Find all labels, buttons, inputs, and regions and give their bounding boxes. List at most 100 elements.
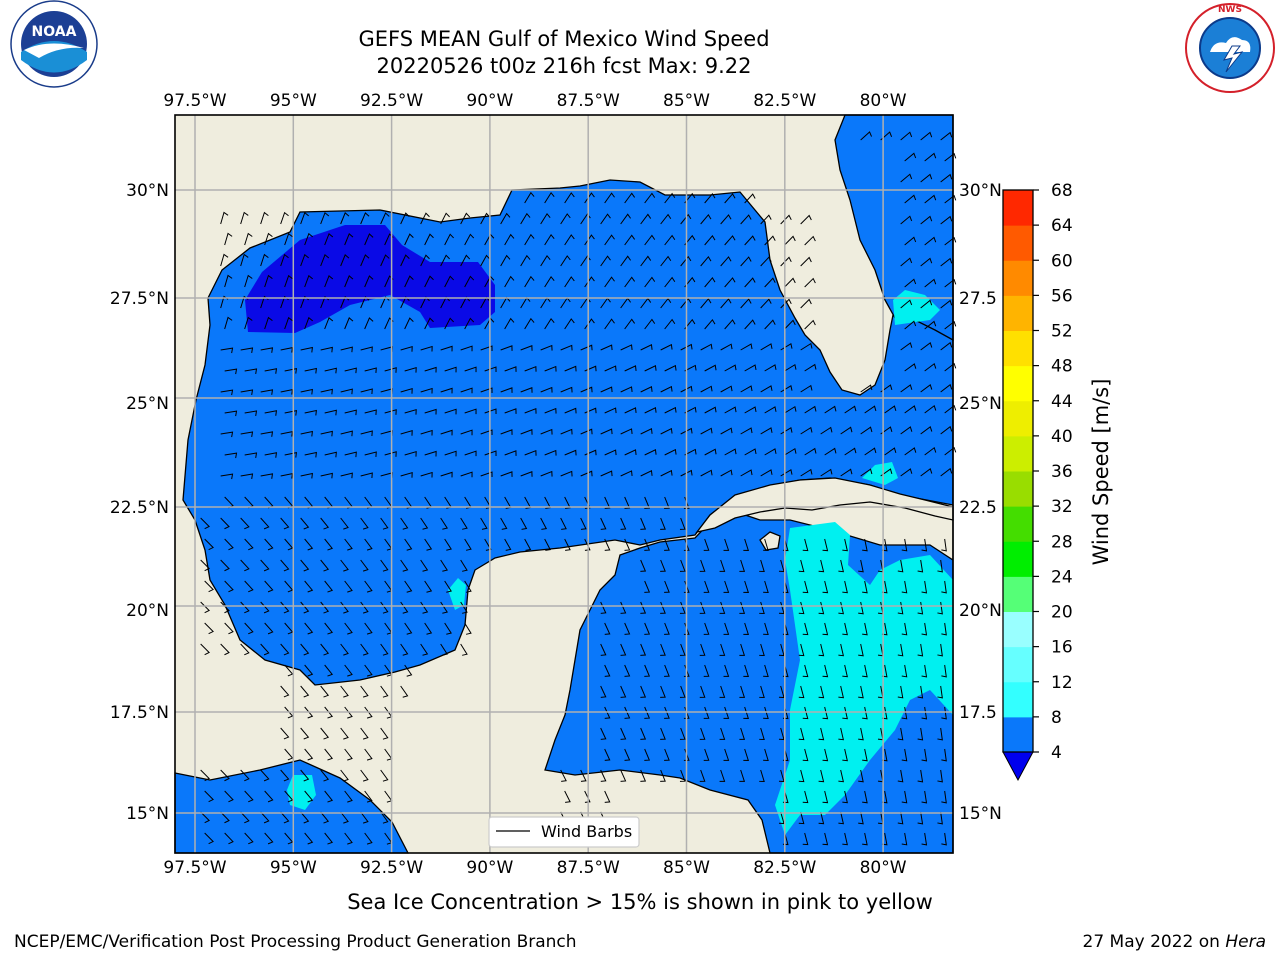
wind-barb <box>604 234 615 246</box>
wind-barb <box>240 811 250 824</box>
wind-barb <box>500 517 508 530</box>
wind-barb <box>340 254 350 267</box>
latitude-labels-left: 30°N 27.5°N 25°N 22.5°N 20°N 17.5°N 15°N <box>110 181 169 824</box>
wind-barb <box>320 346 333 353</box>
latitude-label: 25°N <box>126 394 169 414</box>
wind-barb <box>584 790 591 803</box>
wind-barb <box>200 559 210 572</box>
wind-barb <box>444 366 457 373</box>
wind-barb <box>284 316 293 330</box>
wind-barb <box>862 790 868 804</box>
wind-barb <box>604 496 611 509</box>
wind-barb <box>460 643 468 656</box>
longitude-label: 82.5°W <box>753 91 816 111</box>
wind-barb <box>604 407 617 414</box>
wind-barb <box>544 191 555 204</box>
wind-barb <box>620 470 633 477</box>
wind-barb <box>240 601 250 614</box>
wind-barb <box>679 727 686 740</box>
wind-barb <box>720 343 733 351</box>
wind-barb <box>763 664 769 678</box>
wind-barb <box>700 213 712 225</box>
wind-barb <box>520 254 531 267</box>
wind-barb <box>640 213 652 225</box>
wind-barb <box>620 769 627 782</box>
wind-barb <box>420 345 433 352</box>
title-line-2: 20220526 t00z 216h fcst Max: 9.22 <box>376 54 752 78</box>
wind-barb <box>920 131 933 141</box>
wind-barb <box>704 276 716 288</box>
wind-barb <box>924 404 937 414</box>
wind-barb <box>520 429 533 435</box>
wind-barb <box>344 664 353 677</box>
wind-barb <box>780 298 792 309</box>
wind-barb <box>300 211 309 225</box>
wind-barb <box>904 152 917 162</box>
longitude-label: 80°W <box>860 858 907 878</box>
wind-barb <box>364 832 373 845</box>
longitude-label: 80°W <box>860 91 907 111</box>
wind-barb <box>344 832 353 845</box>
wind-barb <box>763 622 769 636</box>
wind-barb <box>660 769 666 782</box>
longitude-label: 85°W <box>663 91 710 111</box>
colorbar-tick-label: 16 <box>1051 638 1073 658</box>
wind-barb <box>739 643 746 656</box>
wind-barb <box>524 538 532 551</box>
wind-barb <box>220 559 230 572</box>
wind-barb <box>917 727 924 741</box>
wind-barb <box>699 769 706 782</box>
wind-barb <box>740 298 752 309</box>
wind-barb <box>360 430 373 437</box>
wind-barb <box>640 769 647 782</box>
wind-barb <box>764 406 777 414</box>
wind-barb <box>644 706 651 719</box>
wind-barb <box>444 622 452 635</box>
wind-barb <box>940 131 953 141</box>
wind-barb <box>340 472 353 479</box>
wind-barb <box>904 236 917 246</box>
wind-barb <box>460 471 473 478</box>
wind-barb <box>784 235 796 246</box>
wind-barb <box>524 317 535 330</box>
wind-barb <box>460 254 471 267</box>
wind-barb <box>584 318 595 330</box>
wind-barb <box>400 472 413 478</box>
wind-barb <box>624 407 637 414</box>
wind-barb <box>858 769 864 783</box>
wind-barb <box>679 559 686 572</box>
wind-barb <box>540 470 553 477</box>
nws-logo: NWS <box>1185 3 1275 93</box>
wind-barb <box>280 559 290 572</box>
wind-barb <box>600 727 607 740</box>
wind-barb <box>600 643 607 656</box>
wind-barb <box>679 643 686 656</box>
wind-barb <box>360 601 369 614</box>
wind-barb <box>624 234 636 246</box>
wind-barb <box>624 365 637 372</box>
wind-barb <box>944 320 957 330</box>
wind-barb <box>380 601 389 614</box>
wind-barb <box>444 317 454 330</box>
wind-barb <box>520 345 533 351</box>
wind-barb <box>280 389 294 395</box>
wind-barb <box>280 685 290 698</box>
wind-barb <box>924 320 937 330</box>
wind-barb <box>604 365 617 372</box>
wind-barb <box>220 643 230 656</box>
wind-barb <box>464 275 475 288</box>
wind-barb <box>320 430 333 437</box>
wind-barb <box>897 643 904 657</box>
latitude-labels-right: 30°N 27.5 25°N 22.5 20°N 17.5 15°N <box>959 181 1002 824</box>
wind-barb <box>300 643 310 656</box>
wind-barb <box>940 467 953 477</box>
wind-barb <box>340 517 349 530</box>
wind-barb <box>640 344 653 351</box>
wind-barb <box>304 790 314 803</box>
wind-barb <box>901 580 908 594</box>
wind-barb <box>800 426 813 435</box>
wind-barb <box>484 408 497 415</box>
wind-barb <box>560 213 571 225</box>
wind-barb <box>818 685 825 699</box>
wind-barb <box>324 832 334 845</box>
